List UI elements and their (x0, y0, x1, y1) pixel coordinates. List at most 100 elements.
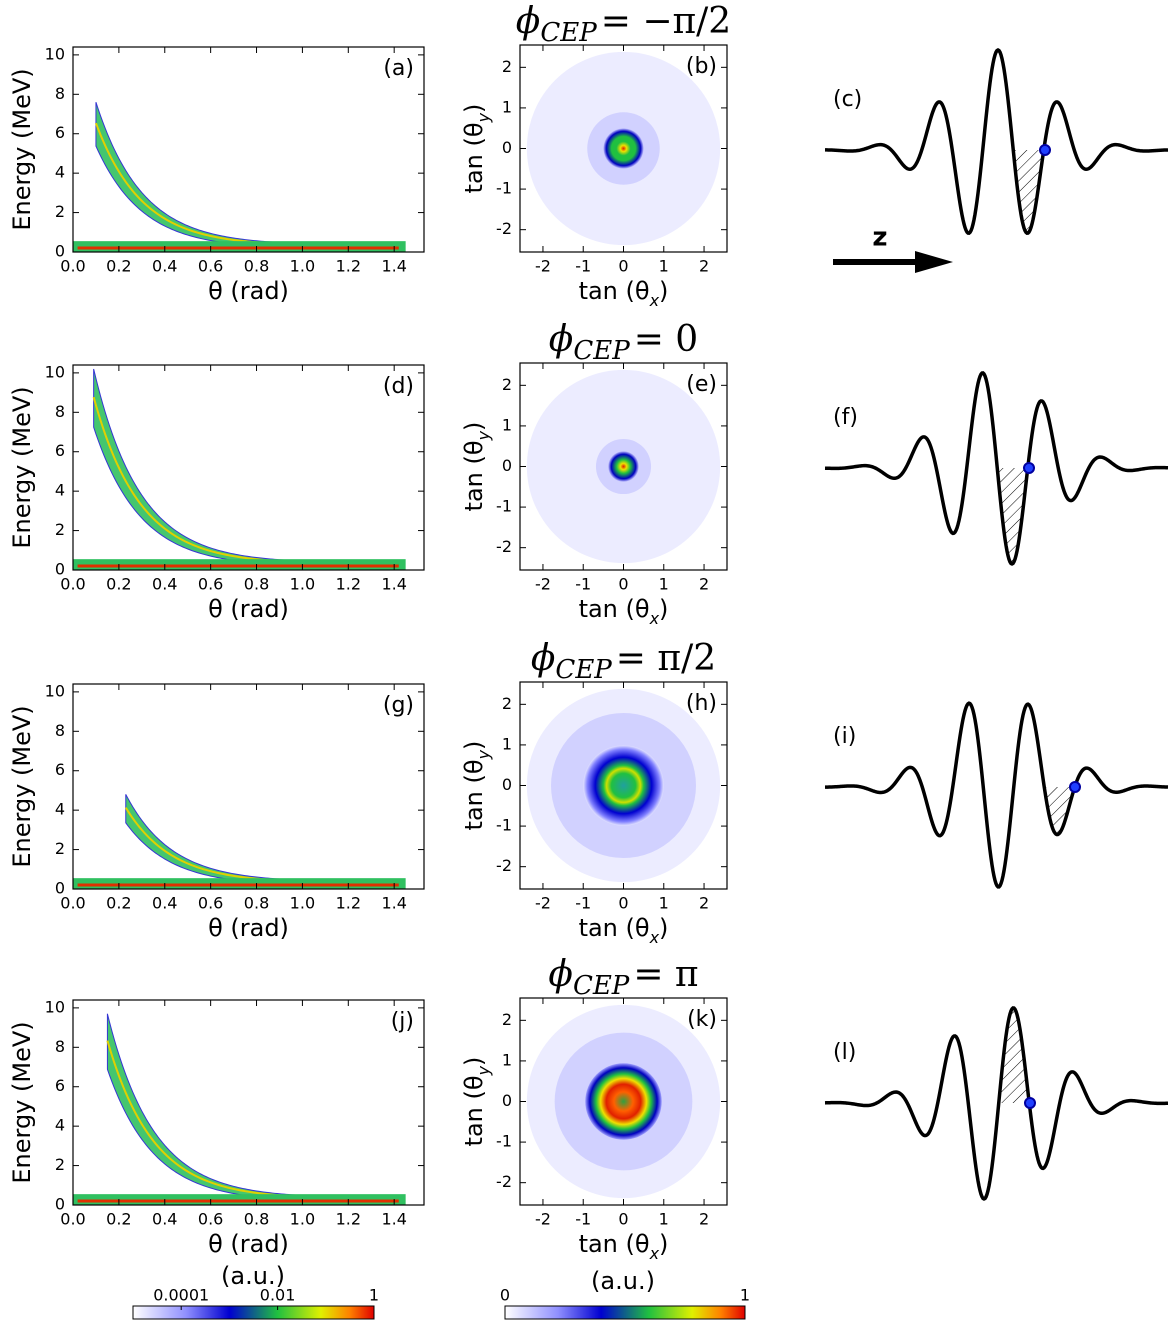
direction-arrowhead (915, 251, 953, 273)
spot (583, 745, 664, 826)
title-subscript: CEP (573, 971, 630, 1001)
electron-marker (1039, 144, 1051, 156)
density-region (106, 1013, 397, 1202)
x-tick-label: 0.0 (60, 575, 85, 594)
y-tick-label: 4 (55, 163, 65, 182)
x-tick-label: 1.0 (290, 1210, 315, 1229)
label-main: tan (θ (579, 277, 650, 305)
label-main: tan (θ (460, 440, 488, 511)
label-sub: x (649, 928, 660, 947)
x-tick-label: -1 (575, 1210, 591, 1229)
y-tick-label: 0 (502, 456, 512, 475)
y-tick-label: 8 (55, 402, 65, 421)
colorbar-tick-label: 0 (500, 1286, 510, 1305)
x-tick-label: 1 (659, 575, 669, 594)
colorbar-label: (a.u.) (591, 1267, 655, 1295)
x-tick-label: -2 (535, 575, 551, 594)
panel-label: (e) (686, 372, 717, 397)
panel-label: (g) (383, 693, 414, 718)
panel-title: ϕCEP = 0 (549, 319, 698, 366)
y-axis-label: Energy (MeV) (8, 705, 36, 867)
x-tick-label: 0.0 (60, 894, 85, 913)
density-image (526, 1004, 721, 1199)
y-tick-label: 0 (55, 560, 65, 579)
x-tick-label: 0.6 (198, 575, 223, 594)
pulse-waveform (824, 371, 1169, 566)
y-axis-label: Energy (MeV) (8, 1021, 36, 1183)
y-tick-label: 6 (55, 1076, 65, 1095)
y-tick-label: 2 (502, 1010, 512, 1029)
y-tick-label: 6 (55, 441, 65, 460)
density-region (95, 102, 397, 249)
y-axis-label: tan (θy) (460, 1057, 493, 1147)
y-axis-label: tan (θy) (460, 422, 493, 512)
y-tick-label: -1 (496, 497, 512, 516)
density-ridge (95, 122, 397, 247)
label-main: tan (θ (579, 914, 650, 942)
label-main: tan (θ (579, 1230, 650, 1258)
label-sub: y (474, 112, 493, 123)
y-tick-label: 8 (55, 84, 65, 103)
colorbar (132, 1305, 375, 1320)
y-tick-label: 1 (502, 97, 512, 116)
density-image (526, 51, 721, 246)
spot (608, 451, 639, 482)
y-tick-label: 2 (55, 839, 65, 858)
label-end: ) (460, 1057, 488, 1066)
y-tick-label: 6 (55, 123, 65, 142)
title-text: = π (633, 954, 698, 995)
title-subscript: CEP (573, 336, 630, 366)
spot (585, 1063, 662, 1140)
y-tick-label: 0 (55, 242, 65, 261)
y-tick-label: 0 (502, 1091, 512, 1110)
x-tick-label: 0.6 (198, 1210, 223, 1229)
y-tick-label: -2 (496, 537, 512, 556)
x-tick-label: 2 (699, 257, 709, 276)
x-tick-label: 0 (618, 575, 628, 594)
x-axis-label: tan (θx) (579, 277, 669, 310)
y-tick-label: 1 (502, 1050, 512, 1069)
title-text: = π/2 (616, 638, 716, 679)
title-symbol: ϕ (531, 638, 556, 679)
x-tick-label: 1.4 (381, 257, 406, 276)
label-main: tan (θ (460, 759, 488, 830)
panel: 0.0 0.2 0.4 0.6 0.8 1.0 1.2 1.4 0 2 4 6 8 10 (a) θ (rad… (8, 44, 425, 305)
panel-label: (b) (686, 54, 717, 79)
x-tick-label: 0 (618, 1210, 628, 1229)
x-axis-label: tan (θx) (579, 595, 669, 628)
x-tick-label: -1 (575, 257, 591, 276)
x-tick-label: 2 (699, 894, 709, 913)
x-tick-label: 1 (659, 1210, 669, 1229)
y-axis-label: Energy (MeV) (8, 386, 36, 548)
density-region (93, 368, 397, 567)
density-image (526, 369, 721, 564)
density-image (73, 794, 406, 889)
x-tick-label: -2 (535, 257, 551, 276)
y-tick-label: 1 (502, 415, 512, 434)
colorbar (504, 1305, 746, 1320)
x-tick-label: 0.2 (106, 575, 131, 594)
y-tick-label: -1 (496, 816, 512, 835)
x-tick-label: 2 (699, 1210, 709, 1229)
x-tick-label: 1 (659, 257, 669, 276)
pulse-diagram: (c) (824, 48, 1169, 236)
density-image (73, 368, 406, 570)
y-tick-label: -2 (496, 1172, 512, 1191)
y-tick-label: 4 (55, 800, 65, 819)
spot (603, 128, 644, 169)
x-tick-label: 0.6 (198, 257, 223, 276)
x-tick-label: 1.2 (336, 894, 361, 913)
x-axis-label: tan (θx) (579, 1230, 669, 1263)
diagram-label: (f) (833, 405, 858, 430)
y-tick-label: 2 (502, 57, 512, 76)
panel-title: ϕCEP = π (548, 954, 698, 1001)
y-tick-label: 2 (55, 520, 65, 539)
label-sub: x (649, 609, 660, 628)
x-tick-label: -1 (575, 575, 591, 594)
panel-title: ϕCEP = π/2 (531, 638, 716, 685)
x-tick-label: 0.8 (244, 894, 269, 913)
x-tick-label: 0.0 (60, 1210, 85, 1229)
diagram-label: (i) (833, 724, 856, 749)
